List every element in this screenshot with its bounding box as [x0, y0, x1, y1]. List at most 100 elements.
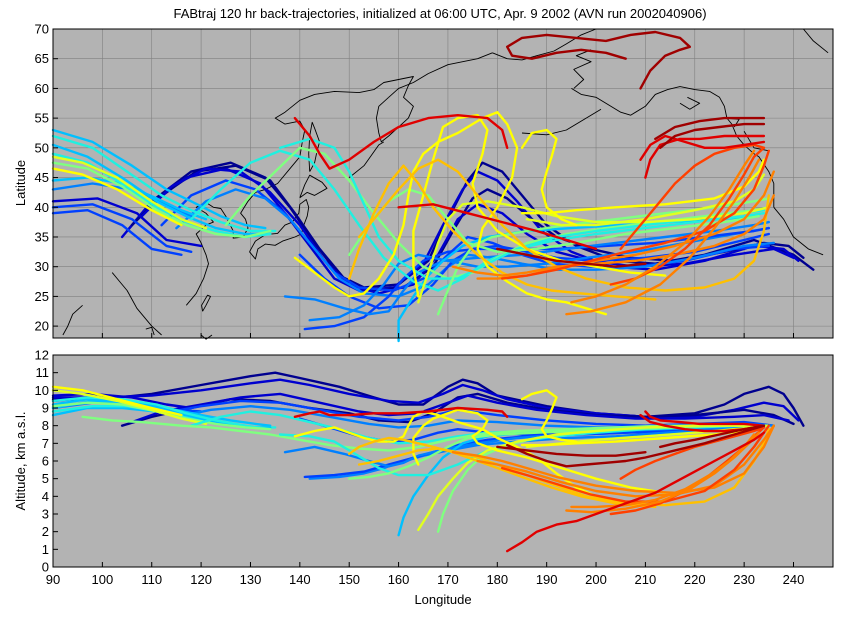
xtick-label: 180	[486, 572, 508, 587]
trajectory-line	[51, 176, 208, 221]
xtick-label: 140	[289, 572, 311, 587]
trajectory-line	[51, 208, 183, 257]
trajectory-line	[51, 155, 208, 230]
xtick-label: 120	[190, 572, 212, 587]
bottom-ytick-label: 9	[42, 401, 49, 416]
bottom-trajectories	[51, 371, 805, 553]
trajectory-line	[51, 385, 183, 417]
coastline	[773, 207, 824, 256]
trajectory-line	[525, 173, 766, 227]
trajectory-line	[506, 431, 766, 553]
xtick-label: 160	[388, 572, 410, 587]
trajectory-line	[283, 220, 770, 316]
trajectory-line	[175, 188, 775, 298]
coastline	[803, 28, 829, 54]
coastline	[679, 96, 701, 110]
trajectory-line	[397, 203, 598, 251]
trajectory-line	[659, 424, 766, 449]
xtick-label: 230	[733, 572, 755, 587]
coastline	[145, 326, 155, 336]
trajectory-line	[189, 149, 766, 292]
trajectory-line	[659, 122, 766, 150]
coastline	[521, 108, 602, 136]
top-ytick-label: 55	[35, 111, 49, 126]
bottom-ytick-label: 3	[42, 507, 49, 522]
coastline	[249, 199, 310, 260]
trajectory-line	[619, 143, 766, 251]
coastline	[201, 294, 211, 312]
trajectory-line	[51, 161, 272, 239]
top-ytick-label: 25	[35, 289, 49, 304]
trajectory-line	[417, 200, 770, 304]
xtick-label: 130	[240, 572, 262, 587]
top-ytick-label: 60	[35, 81, 49, 96]
trajectory-line	[308, 426, 766, 480]
bottom-ylabel: Altitude, km a.s.l.	[13, 412, 28, 511]
top-ytick-label: 50	[35, 140, 49, 155]
coastline	[308, 121, 321, 172]
bottom-ytick-label: 5	[42, 471, 49, 486]
trajectory-line	[51, 197, 203, 248]
coastline	[388, 52, 493, 98]
trajectory-line	[520, 158, 766, 215]
trajectory-line	[619, 426, 766, 480]
trajectory-line	[278, 137, 766, 280]
top-ytick-label: 45	[35, 170, 49, 185]
trajectory-line	[506, 30, 691, 90]
trajectory-line	[520, 389, 578, 443]
top-ylabel: Latitude	[13, 160, 28, 206]
xtick-label: 190	[536, 572, 558, 587]
trajectory-line	[51, 143, 272, 236]
trajectory-line	[451, 424, 775, 494]
trajectory-line	[654, 116, 766, 141]
coastline	[62, 304, 83, 336]
coastline	[492, 28, 597, 61]
trajectory-line	[570, 149, 756, 304]
trajectory-line	[476, 424, 775, 498]
top-ytick-label: 40	[35, 200, 49, 215]
trajectory-line	[506, 424, 766, 468]
xtick-label: 100	[92, 572, 114, 587]
trajectory-line	[293, 110, 608, 316]
trajectory-line	[412, 408, 667, 494]
top-ytick-label: 65	[35, 51, 49, 66]
xtick-label: 210	[635, 572, 657, 587]
trajectory-line	[293, 113, 509, 170]
bottom-xlabel: Longitude	[414, 592, 471, 607]
coastline	[299, 174, 328, 199]
trajectory-line	[436, 197, 770, 316]
coastline	[348, 141, 385, 178]
top-ytick-label: 35	[35, 229, 49, 244]
xtick-label: 90	[46, 572, 60, 587]
top-ytick-label: 20	[35, 319, 49, 334]
top-trajectories	[51, 30, 815, 343]
trajectory-line	[51, 167, 183, 227]
trajectory-line	[348, 188, 761, 257]
trajectory-line	[51, 389, 208, 426]
xtick-label: 170	[437, 572, 459, 587]
trajectory-line	[451, 194, 775, 277]
bottom-ytick-label: 12	[35, 348, 49, 363]
xtick-label: 150	[338, 572, 360, 587]
trajectory-line	[417, 424, 770, 532]
bottom-ytick-label: 0	[42, 560, 49, 575]
trajectory-line	[51, 128, 267, 230]
bottom-ytick-label: 2	[42, 524, 49, 539]
top-ytick-label: 30	[35, 259, 49, 274]
trajectory-line	[501, 149, 770, 280]
chart-title: FABtraj 120 hr back-trajectories, initia…	[173, 6, 706, 21]
trajectory-line	[51, 396, 272, 431]
trajectory-line	[51, 371, 805, 427]
trajectory-line	[130, 392, 790, 424]
trajectory-line	[81, 415, 766, 452]
xtick-label: 220	[684, 572, 706, 587]
trajectory-line	[496, 445, 647, 457]
bottom-ytick-label: 11	[36, 365, 50, 380]
trajectory-line	[120, 392, 795, 427]
top-plot-frame	[52, 28, 834, 339]
coastline	[200, 334, 213, 340]
coastline	[573, 49, 592, 89]
